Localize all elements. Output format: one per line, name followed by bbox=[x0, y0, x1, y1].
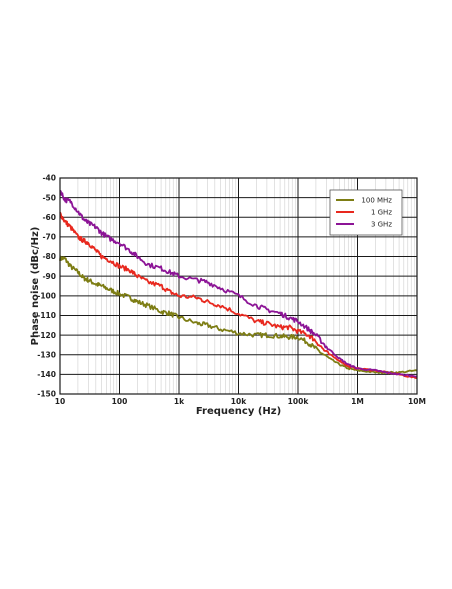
y-tick-label: -40 bbox=[42, 174, 56, 183]
y-tick-label: -60 bbox=[42, 213, 56, 222]
legend-label: 1 GHz bbox=[371, 209, 392, 217]
y-tick-label: -120 bbox=[37, 331, 56, 340]
y-tick-label: -140 bbox=[37, 370, 56, 379]
x-tick-label: 100k bbox=[288, 397, 310, 406]
plot-area-border bbox=[59, 177, 418, 395]
series-line-0 bbox=[59, 255, 418, 375]
legend-label: 3 GHz bbox=[371, 221, 392, 229]
x-axis-title: Frequency (Hz) bbox=[196, 406, 281, 417]
x-tick-label: 100 bbox=[112, 397, 128, 406]
x-tick-label: 10k bbox=[231, 397, 247, 406]
y-tick-label: -70 bbox=[42, 233, 56, 242]
x-tick-label: 1M bbox=[351, 397, 364, 406]
legend: 100 MHz 1 GHz 3 GHz bbox=[329, 189, 403, 236]
series-line-2 bbox=[59, 189, 418, 378]
y-tick-labels: -40 -50 -60 -70 -80 -90 -100 -110 -120 -130 -140 -1… bbox=[37, 174, 56, 399]
y-axis-title: Phase noise (dBc/Hz) bbox=[30, 227, 41, 346]
y-tick-label: -80 bbox=[42, 252, 56, 261]
y-tick-label: -50 bbox=[42, 193, 56, 202]
y-tick-label: -110 bbox=[37, 311, 56, 320]
x-tick-label: 10 bbox=[55, 397, 65, 406]
y-tick-label: -90 bbox=[42, 272, 56, 281]
y-tick-label: -100 bbox=[37, 292, 56, 301]
x-tick-labels: 10 100 1k 10k 100k 1M 10M bbox=[55, 397, 426, 406]
y-tick-label: -130 bbox=[37, 350, 56, 359]
x-tick-label: 1k bbox=[174, 397, 185, 406]
y-tick-label: -150 bbox=[37, 390, 56, 399]
legend-label: 100 MHz bbox=[361, 197, 392, 205]
series-line-1 bbox=[59, 211, 418, 380]
x-tick-label: 10M bbox=[408, 397, 426, 406]
series-layer bbox=[59, 189, 418, 380]
